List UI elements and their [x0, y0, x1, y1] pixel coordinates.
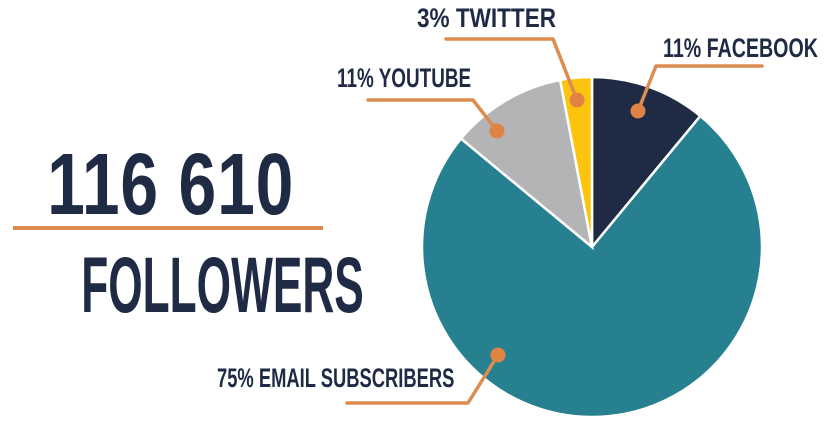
pie-slice-twitter — [558, 75, 594, 248]
callout-dot-youtube — [489, 123, 505, 139]
callout-dot-facebook — [630, 103, 646, 119]
label-youtube: 11% YOUTUBE — [337, 63, 472, 93]
callout-dot-email — [490, 347, 506, 363]
callout-dot-twitter — [569, 92, 585, 108]
label-facebook: 11% FACEBOOK — [663, 33, 818, 63]
followers-stat: 116 610 — [13, 141, 323, 228]
label-email: 75% EMAIL SUBSCRIBERS — [217, 363, 455, 393]
accent-underline — [13, 226, 323, 230]
callout-line-youtube — [366, 98, 499, 133]
pie-slice-youtube — [459, 78, 594, 251]
pie-slice-facebook — [590, 75, 703, 251]
pie-slice-email — [420, 114, 764, 419]
followers-count: 116 610 — [47, 136, 295, 233]
callout-line-email — [345, 353, 500, 405]
callout-line-facebook — [636, 64, 764, 113]
followers-label: FOLLOWERS — [81, 240, 364, 329]
label-twitter: 3% TWITTER — [417, 3, 557, 33]
callout-line-twitter — [444, 37, 579, 102]
